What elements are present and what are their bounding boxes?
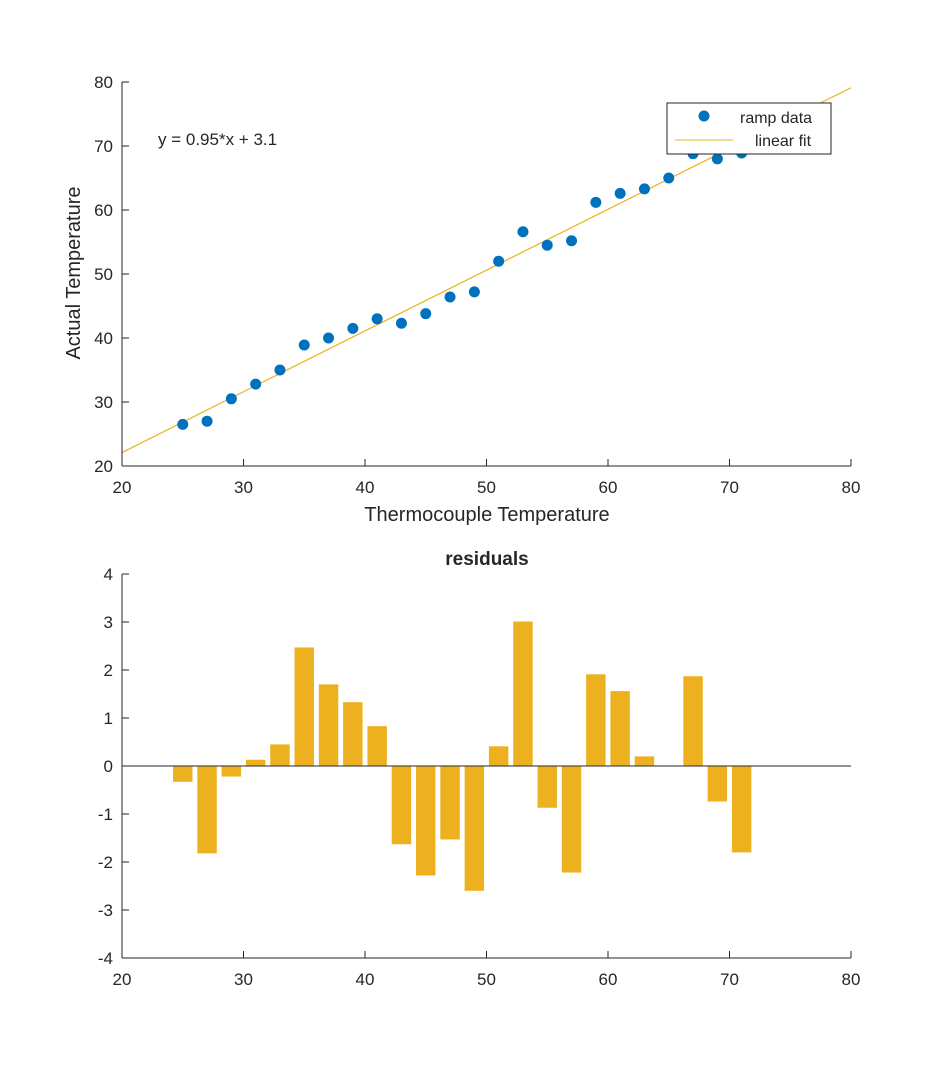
x-axis-label: Thermocouple Temperature bbox=[364, 504, 609, 526]
top-x-tick-label: 80 bbox=[842, 478, 861, 497]
residual-bar bbox=[245, 759, 266, 766]
residual-bar bbox=[197, 766, 217, 854]
bottom-x-tick-label: 20 bbox=[113, 970, 132, 989]
bottom-y-tick-label: -4 bbox=[98, 949, 113, 968]
top-y-tick-label: 80 bbox=[94, 73, 113, 92]
residual-bar bbox=[537, 766, 557, 808]
residual-bars-layer bbox=[173, 621, 752, 891]
ramp-data-point bbox=[274, 364, 286, 376]
residual-bar bbox=[173, 766, 193, 782]
bottom-y-tick-label: 3 bbox=[104, 613, 113, 632]
ramp-data-point bbox=[614, 187, 626, 199]
legend-entry-linear-fit: linear fit bbox=[755, 133, 812, 150]
residual-bar bbox=[367, 726, 387, 766]
ramp-data-point bbox=[323, 332, 335, 344]
ramp-data-point bbox=[517, 226, 529, 238]
ramp-data-point bbox=[201, 415, 213, 427]
bottom-y-tick-label: -1 bbox=[98, 805, 113, 824]
y-axis-label: Actual Temperature bbox=[63, 186, 85, 359]
top-x-tick-label: 60 bbox=[599, 478, 618, 497]
residual-bar bbox=[683, 676, 703, 766]
residual-bar bbox=[391, 766, 412, 845]
top-x-tick-label: 70 bbox=[720, 478, 739, 497]
fit-equation-annotation: y = 0.95*x + 3.1 bbox=[158, 130, 277, 149]
bottom-y-tick-label: -3 bbox=[98, 901, 113, 920]
bottom-axes: 20 30 40 50 60 70 80 -4 -3 -2 -1 0 1 2 3 4 bbox=[98, 565, 861, 989]
bottom-x-tick-label: 70 bbox=[720, 970, 739, 989]
top-scatter-plot: 20 30 40 50 60 70 80 20 30 40 50 60 70 80 Thermocoupl… bbox=[63, 73, 860, 526]
bottom-x-tick-label: 60 bbox=[599, 970, 618, 989]
top-y-tick-label: 70 bbox=[94, 137, 113, 156]
residual-bar bbox=[610, 691, 630, 766]
ramp-data-point bbox=[250, 378, 262, 390]
legend-entry-ramp-data: ramp data bbox=[740, 110, 812, 127]
residuals-bar-plot: 20 30 40 50 60 70 80 -4 -3 -2 -1 0 1 2 3 4 residuals bbox=[98, 549, 861, 989]
top-axes: 20 30 40 50 60 70 80 20 30 40 50 60 70 80 bbox=[94, 73, 860, 497]
residual-bar bbox=[221, 766, 242, 777]
ramp-data-point bbox=[395, 317, 407, 329]
top-y-tick-label: 20 bbox=[94, 457, 113, 476]
legend-marker-ramp-data bbox=[698, 110, 710, 122]
ramp-data-point bbox=[711, 153, 723, 165]
residual-bar bbox=[294, 647, 314, 766]
ramp-data-point bbox=[590, 196, 602, 208]
legend: ramp data linear fit bbox=[666, 102, 832, 155]
residual-bar bbox=[343, 702, 363, 766]
top-x-tick-label: 50 bbox=[477, 478, 496, 497]
top-y-tick-label: 50 bbox=[94, 265, 113, 284]
residual-bar bbox=[318, 684, 339, 766]
bottom-y-tick-label: 0 bbox=[104, 757, 113, 776]
ramp-data-point bbox=[347, 322, 359, 334]
ramp-data-point bbox=[638, 183, 650, 195]
ramp-data-layer bbox=[177, 147, 748, 430]
ramp-data-point bbox=[468, 286, 480, 298]
ramp-data-point bbox=[541, 239, 553, 251]
residual-bar bbox=[270, 744, 290, 766]
bottom-x-tick-label: 30 bbox=[234, 970, 253, 989]
residual-bar bbox=[561, 766, 582, 873]
ramp-data-point bbox=[177, 418, 189, 430]
residual-bar bbox=[586, 674, 606, 766]
bottom-y-tick-label: 4 bbox=[104, 565, 113, 584]
residual-bar bbox=[513, 621, 533, 766]
residual-bar bbox=[707, 766, 728, 802]
bottom-y-tick-label: 2 bbox=[104, 661, 113, 680]
bottom-x-tick-label: 80 bbox=[842, 970, 861, 989]
ramp-data-point bbox=[420, 308, 432, 320]
top-x-tick-label: 30 bbox=[234, 478, 253, 497]
residual-bar bbox=[416, 766, 436, 876]
ramp-data-point bbox=[225, 393, 237, 405]
ramp-data-point bbox=[493, 255, 505, 267]
residual-bar bbox=[440, 766, 460, 840]
top-x-tick-label: 20 bbox=[113, 478, 132, 497]
ramp-data-point bbox=[663, 172, 675, 184]
top-y-tick-label: 40 bbox=[94, 329, 113, 348]
ramp-data-point bbox=[371, 313, 383, 325]
top-x-tick-label: 40 bbox=[356, 478, 375, 497]
bottom-y-tick-label: 1 bbox=[104, 709, 113, 728]
bottom-y-tick-label: -2 bbox=[98, 853, 113, 872]
bottom-x-tick-label: 50 bbox=[477, 970, 496, 989]
residual-bar bbox=[488, 746, 509, 766]
residuals-title: residuals bbox=[445, 549, 528, 570]
legend-box bbox=[666, 102, 832, 155]
ramp-data-point bbox=[298, 339, 310, 351]
residual-bar bbox=[634, 756, 655, 766]
residual-bar bbox=[464, 766, 485, 891]
top-y-tick-label: 30 bbox=[94, 393, 113, 412]
ramp-data-point bbox=[566, 235, 578, 247]
top-y-tick-label: 60 bbox=[94, 201, 113, 220]
ramp-data-point bbox=[444, 291, 456, 303]
residual-bar bbox=[731, 766, 752, 853]
bottom-x-tick-label: 40 bbox=[356, 970, 375, 989]
